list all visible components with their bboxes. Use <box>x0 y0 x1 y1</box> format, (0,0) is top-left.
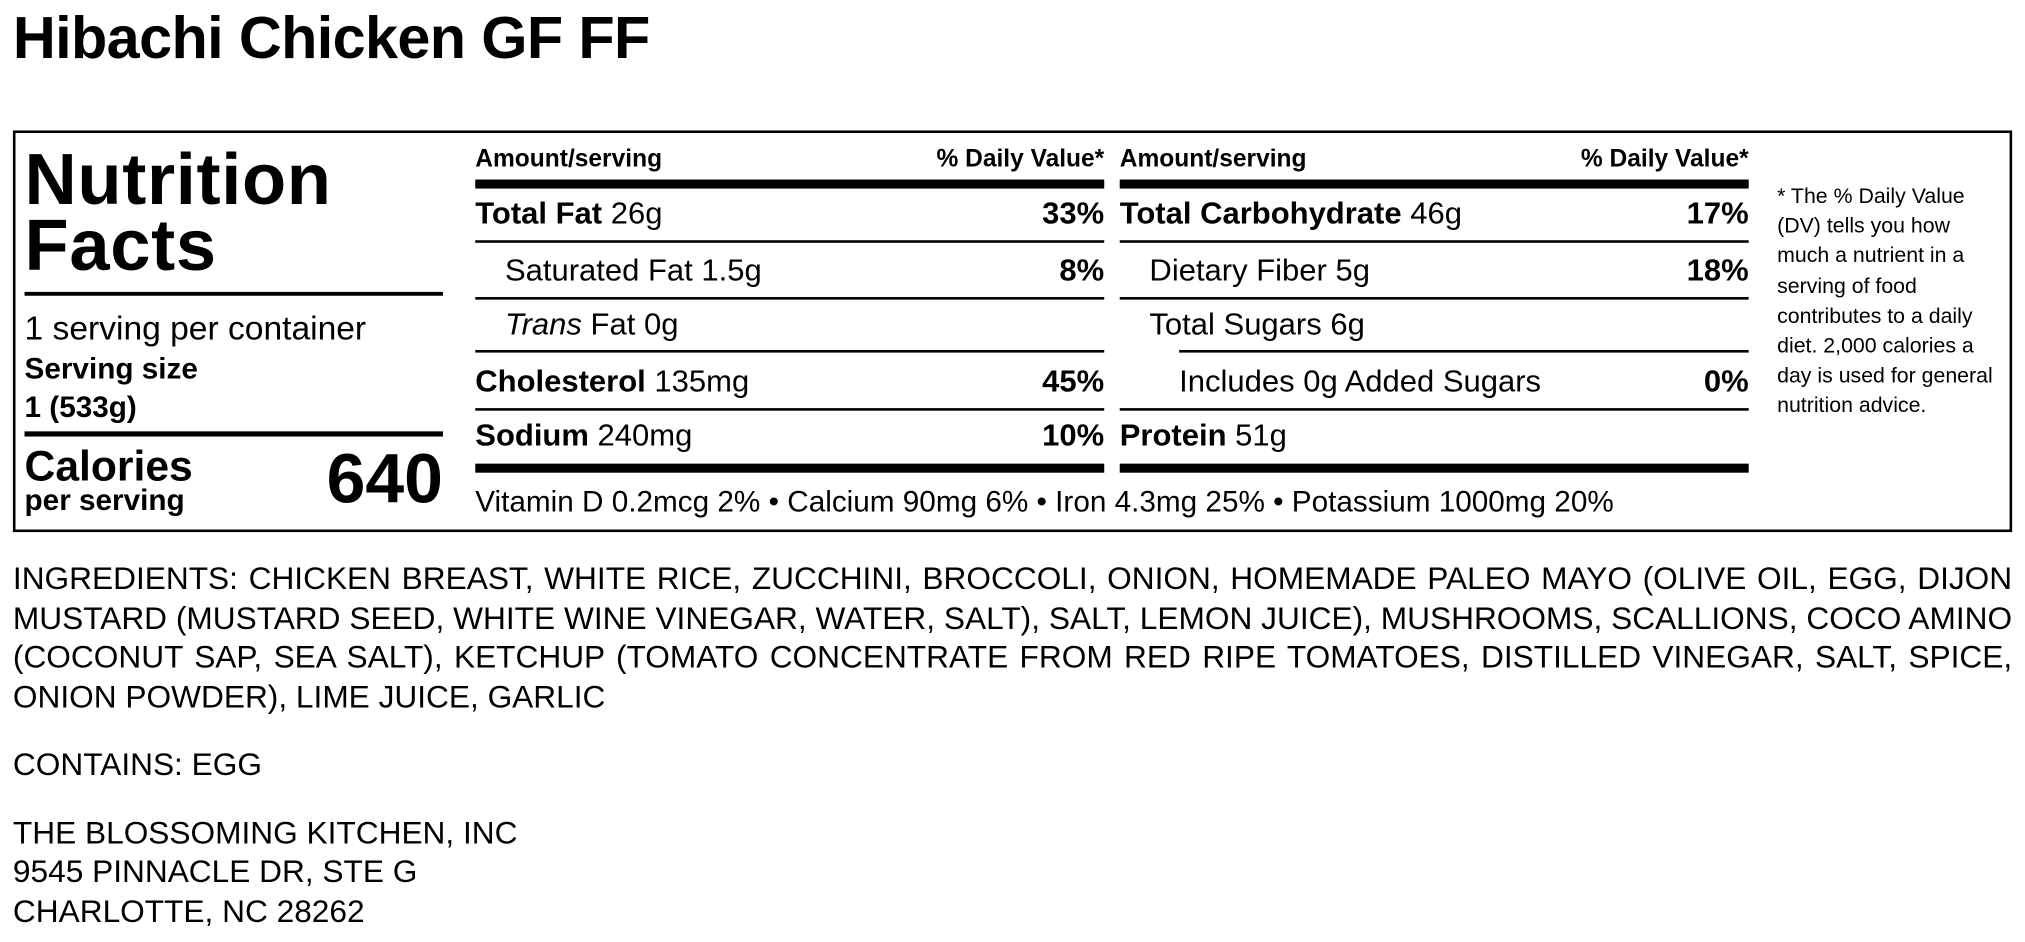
serving-size-value: 1 (533g) <box>24 390 137 424</box>
dv-header: % Daily Value* <box>1580 145 1749 174</box>
calories-label: Calories <box>24 441 193 490</box>
nutrient-row-total-carbohydrate: Total Carbohydrate 46g 17% <box>1120 189 1749 241</box>
allergen-contains: CONTAINS: EGG <box>12 747 262 783</box>
nutrient-amount: 1.5g <box>701 253 762 289</box>
thick-divider <box>475 463 1105 473</box>
calories-value: 640 <box>326 440 443 518</box>
nutrient-row-total-fat: Total Fat 26g 33% <box>475 189 1104 241</box>
nutrient-row-dietary-fiber: Dietary Fiber 5g 18% <box>1120 245 1749 297</box>
nutrient-name: Dietary Fiber <box>1149 253 1327 289</box>
nutrient-name: Saturated Fat <box>504 253 693 289</box>
serving-size-label: Serving size <box>24 351 198 385</box>
divider <box>1119 297 1749 300</box>
nutrient-row-added-sugars: Includes 0g Added Sugars 0% <box>1120 356 1749 408</box>
nutrient-row-sodium: Sodium 240mg 10% <box>475 411 1104 463</box>
divider <box>24 291 443 296</box>
divider <box>24 431 443 436</box>
nutrient-amount: 240mg <box>597 418 693 454</box>
nutrient-amount: 46g <box>1410 196 1462 232</box>
micronutrients: Vitamin D 0.2mcg 2% • Calcium 90mg 6% • … <box>475 484 1614 518</box>
nutrient-name: Fat <box>590 307 636 343</box>
nutrient-name: Includes 0g Added Sugars <box>1179 364 1542 400</box>
nutrient-amount: 26g <box>610 196 663 232</box>
nutrient-name-italic: Trans <box>504 307 582 343</box>
amount-header: Amount/serving <box>475 145 663 174</box>
thick-divider <box>1119 463 1749 473</box>
divider <box>475 240 1105 243</box>
column-header: Amount/serving % Daily Value* <box>475 146 1104 174</box>
divider <box>475 408 1105 411</box>
daily-value-footnote: * The % Daily Value (DV) tells you how m… <box>1777 184 1993 418</box>
thick-divider <box>475 179 1105 189</box>
divider <box>475 349 1105 353</box>
nutrient-name: Total Fat <box>475 196 603 232</box>
nutrient-name: Protein <box>1119 418 1227 454</box>
amount-header: Amount/serving <box>1119 145 1307 174</box>
nutrient-dv: 10% <box>1042 418 1105 454</box>
nutrient-dv: 17% <box>1686 196 1749 232</box>
nutrient-name: Sodium <box>475 418 589 454</box>
nutrient-row-total-sugars: Total Sugars 6g <box>1120 300 1749 352</box>
column-header: Amount/serving % Daily Value* <box>1120 146 1749 174</box>
divider <box>475 297 1105 300</box>
nutrition-heading: Nutrition <box>24 138 332 220</box>
divider <box>1119 240 1749 243</box>
product-title: Hibachi Chicken GF FF <box>12 3 650 72</box>
ingredients: INGREDIENTS: CHICKEN BREAST, WHITE RICE,… <box>12 561 2013 715</box>
nutrient-row-saturated-fat: Saturated Fat 1.5g 8% <box>475 245 1104 297</box>
nutrient-dv: 33% <box>1042 196 1105 232</box>
nutrient-amount: 51g <box>1235 418 1287 454</box>
address-line-3: CHARLOTTE, NC 28262 <box>12 895 365 930</box>
divider <box>1119 408 1749 411</box>
nutrient-amount: 0g <box>643 307 679 343</box>
thick-divider <box>1119 179 1749 189</box>
divider <box>1179 349 1749 353</box>
nutrient-row-trans-fat: Trans Fat 0g <box>475 300 1104 352</box>
calories-sublabel: per serving <box>24 483 185 517</box>
nutrient-row-protein: Protein 51g <box>1120 411 1749 463</box>
nutrition-facts-panel <box>12 130 2013 533</box>
facts-heading: Facts <box>24 204 217 286</box>
nutrient-name: Cholesterol <box>475 364 646 400</box>
nutrient-amount: 6g <box>1330 307 1365 343</box>
address-line-1: THE BLOSSOMING KITCHEN, INC <box>12 816 518 852</box>
address-line-2: 9545 PINNACLE DR, STE G <box>12 854 418 890</box>
nutrient-name: Total Carbohydrate <box>1119 196 1402 232</box>
dv-header: % Daily Value* <box>936 145 1105 174</box>
nutrient-row-cholesterol: Cholesterol 135mg 45% <box>475 356 1104 408</box>
nutrient-dv: 8% <box>1059 253 1105 289</box>
nutrient-dv: 18% <box>1686 253 1749 289</box>
servings-per-container: 1 serving per container <box>24 308 367 348</box>
nutrient-dv: 0% <box>1703 364 1749 400</box>
nutrient-name: Total Sugars <box>1149 307 1322 343</box>
nutrient-amount: 5g <box>1335 253 1370 289</box>
nutrient-amount: 135mg <box>654 364 750 400</box>
nutrient-dv: 45% <box>1042 364 1105 400</box>
